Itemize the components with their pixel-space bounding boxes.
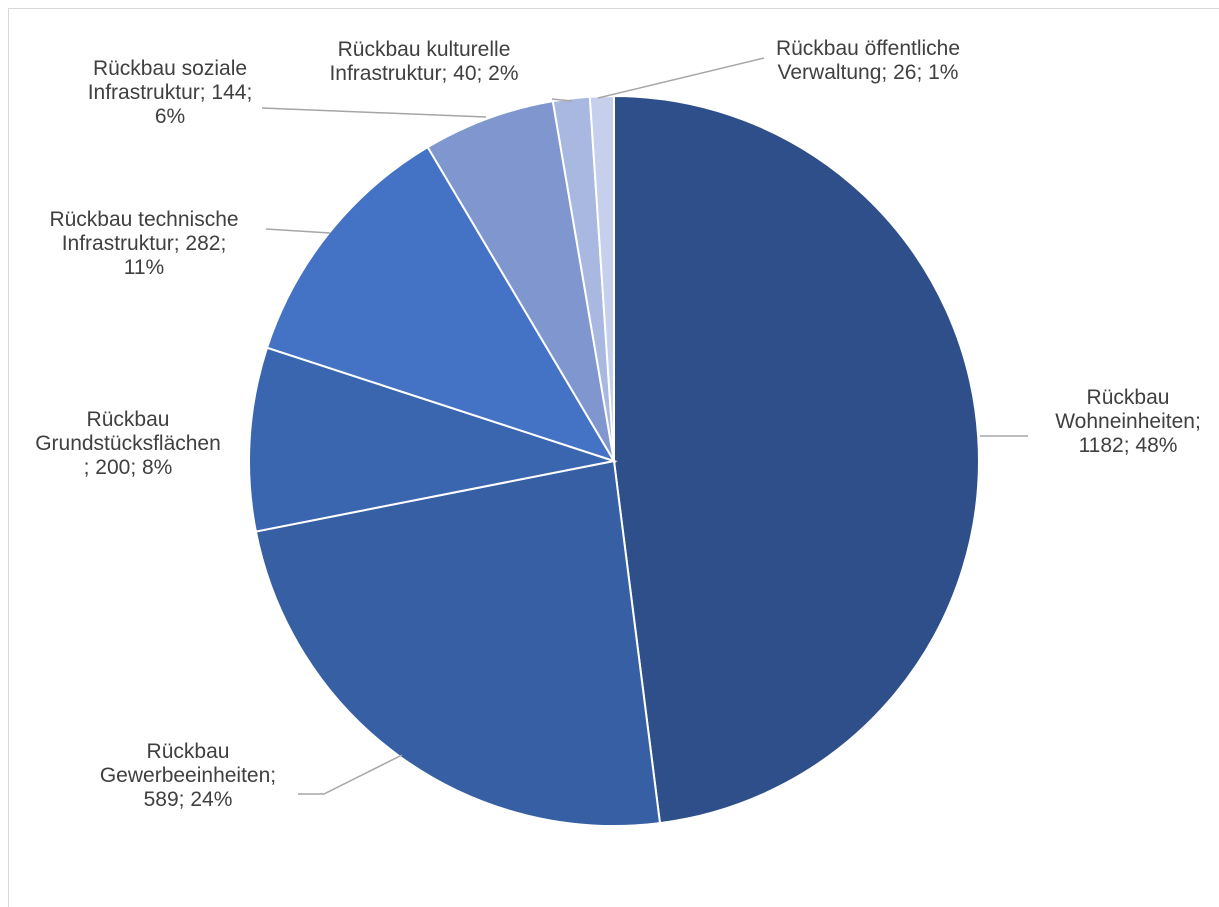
data-label-rueckbau-gewerbeeinheiten: Rückbau Gewerbeeinheiten; 589; 24% — [100, 740, 276, 811]
data-label-line: Grundstücksflächen — [35, 432, 221, 455]
data-label-rueckbau-soziale-infrastruktur: Rückbau soziale Infrastruktur; 144; 6% — [88, 57, 253, 128]
data-label-line: Rückbau kulturelle — [338, 38, 511, 61]
data-label-line: ; 200; 8% — [84, 456, 173, 479]
data-label-line: Wohneinheiten; — [1055, 410, 1201, 433]
data-labels: Rückbau Wohneinheiten; 1182; 48%Rückbau Gew… — [35, 37, 1201, 811]
data-label-line: Infrastruktur; 144; — [88, 81, 253, 104]
data-label-rueckbau-technische-infrastruktur: Rückbau technische Infrastruktur; 282; 11% — [49, 208, 238, 279]
leader-line-rueckbau-soziale-infrastruktur — [261, 107, 487, 118]
pie-slice-rueckbau-grundstuecksflaechen — [248, 346, 618, 533]
leader-line-rueckbau-kulturelle-infrastruktur — [551, 98, 573, 102]
data-label-line: 589; 24% — [144, 788, 233, 811]
pie-slices — [248, 94, 980, 827]
pie-slice-rueckbau-gewerbeeinheiten — [254, 459, 662, 827]
data-label-line: 11% — [124, 256, 164, 279]
data-label-line: Rückbau — [1087, 386, 1170, 409]
data-label-line: Rückbau öffentliche — [776, 37, 960, 60]
pie-slice-rueckbau-wohneinheiten — [613, 94, 980, 825]
data-label-rueckbau-wohneinheiten: Rückbau Wohneinheiten; 1182; 48% — [1055, 386, 1201, 457]
data-label-rueckbau-oeffentliche-verwaltung: Rückbau öffentliche Verwaltung; 26; 1% — [776, 37, 960, 84]
data-label-line: 1182; 48% — [1079, 434, 1178, 457]
data-label-line: Infrastruktur; 282; — [62, 232, 227, 255]
data-label-rueckbau-kulturelle-infrastruktur: Rückbau kulturelle Infrastruktur; 40; 2% — [329, 38, 518, 85]
data-label-line: 6% — [155, 105, 185, 128]
data-label-line: Gewerbeeinheiten; — [100, 764, 276, 787]
data-label-line: Infrastruktur; 40; 2% — [329, 62, 518, 85]
data-label-line: Rückbau — [147, 740, 230, 763]
data-label-line: Rückbau — [87, 408, 170, 431]
leader-line-rueckbau-gewerbeeinheiten — [298, 754, 403, 795]
data-label-line: Rückbau technische — [49, 208, 238, 231]
data-label-line: Verwaltung; 26; 1% — [778, 61, 959, 84]
data-label-line: Rückbau soziale — [93, 57, 247, 80]
leader-lines — [261, 57, 1028, 795]
leader-line-rueckbau-oeffentliche-verwaltung — [597, 57, 765, 99]
pie-slice-rueckbau-oeffentliche-verwaltung — [588, 94, 615, 462]
leader-line-rueckbau-technische-infrastruktur — [265, 228, 331, 234]
data-label-rueckbau-grundstuecksflaechen: Rückbau Grundstücksflächen; 200; 8% — [35, 408, 221, 479]
